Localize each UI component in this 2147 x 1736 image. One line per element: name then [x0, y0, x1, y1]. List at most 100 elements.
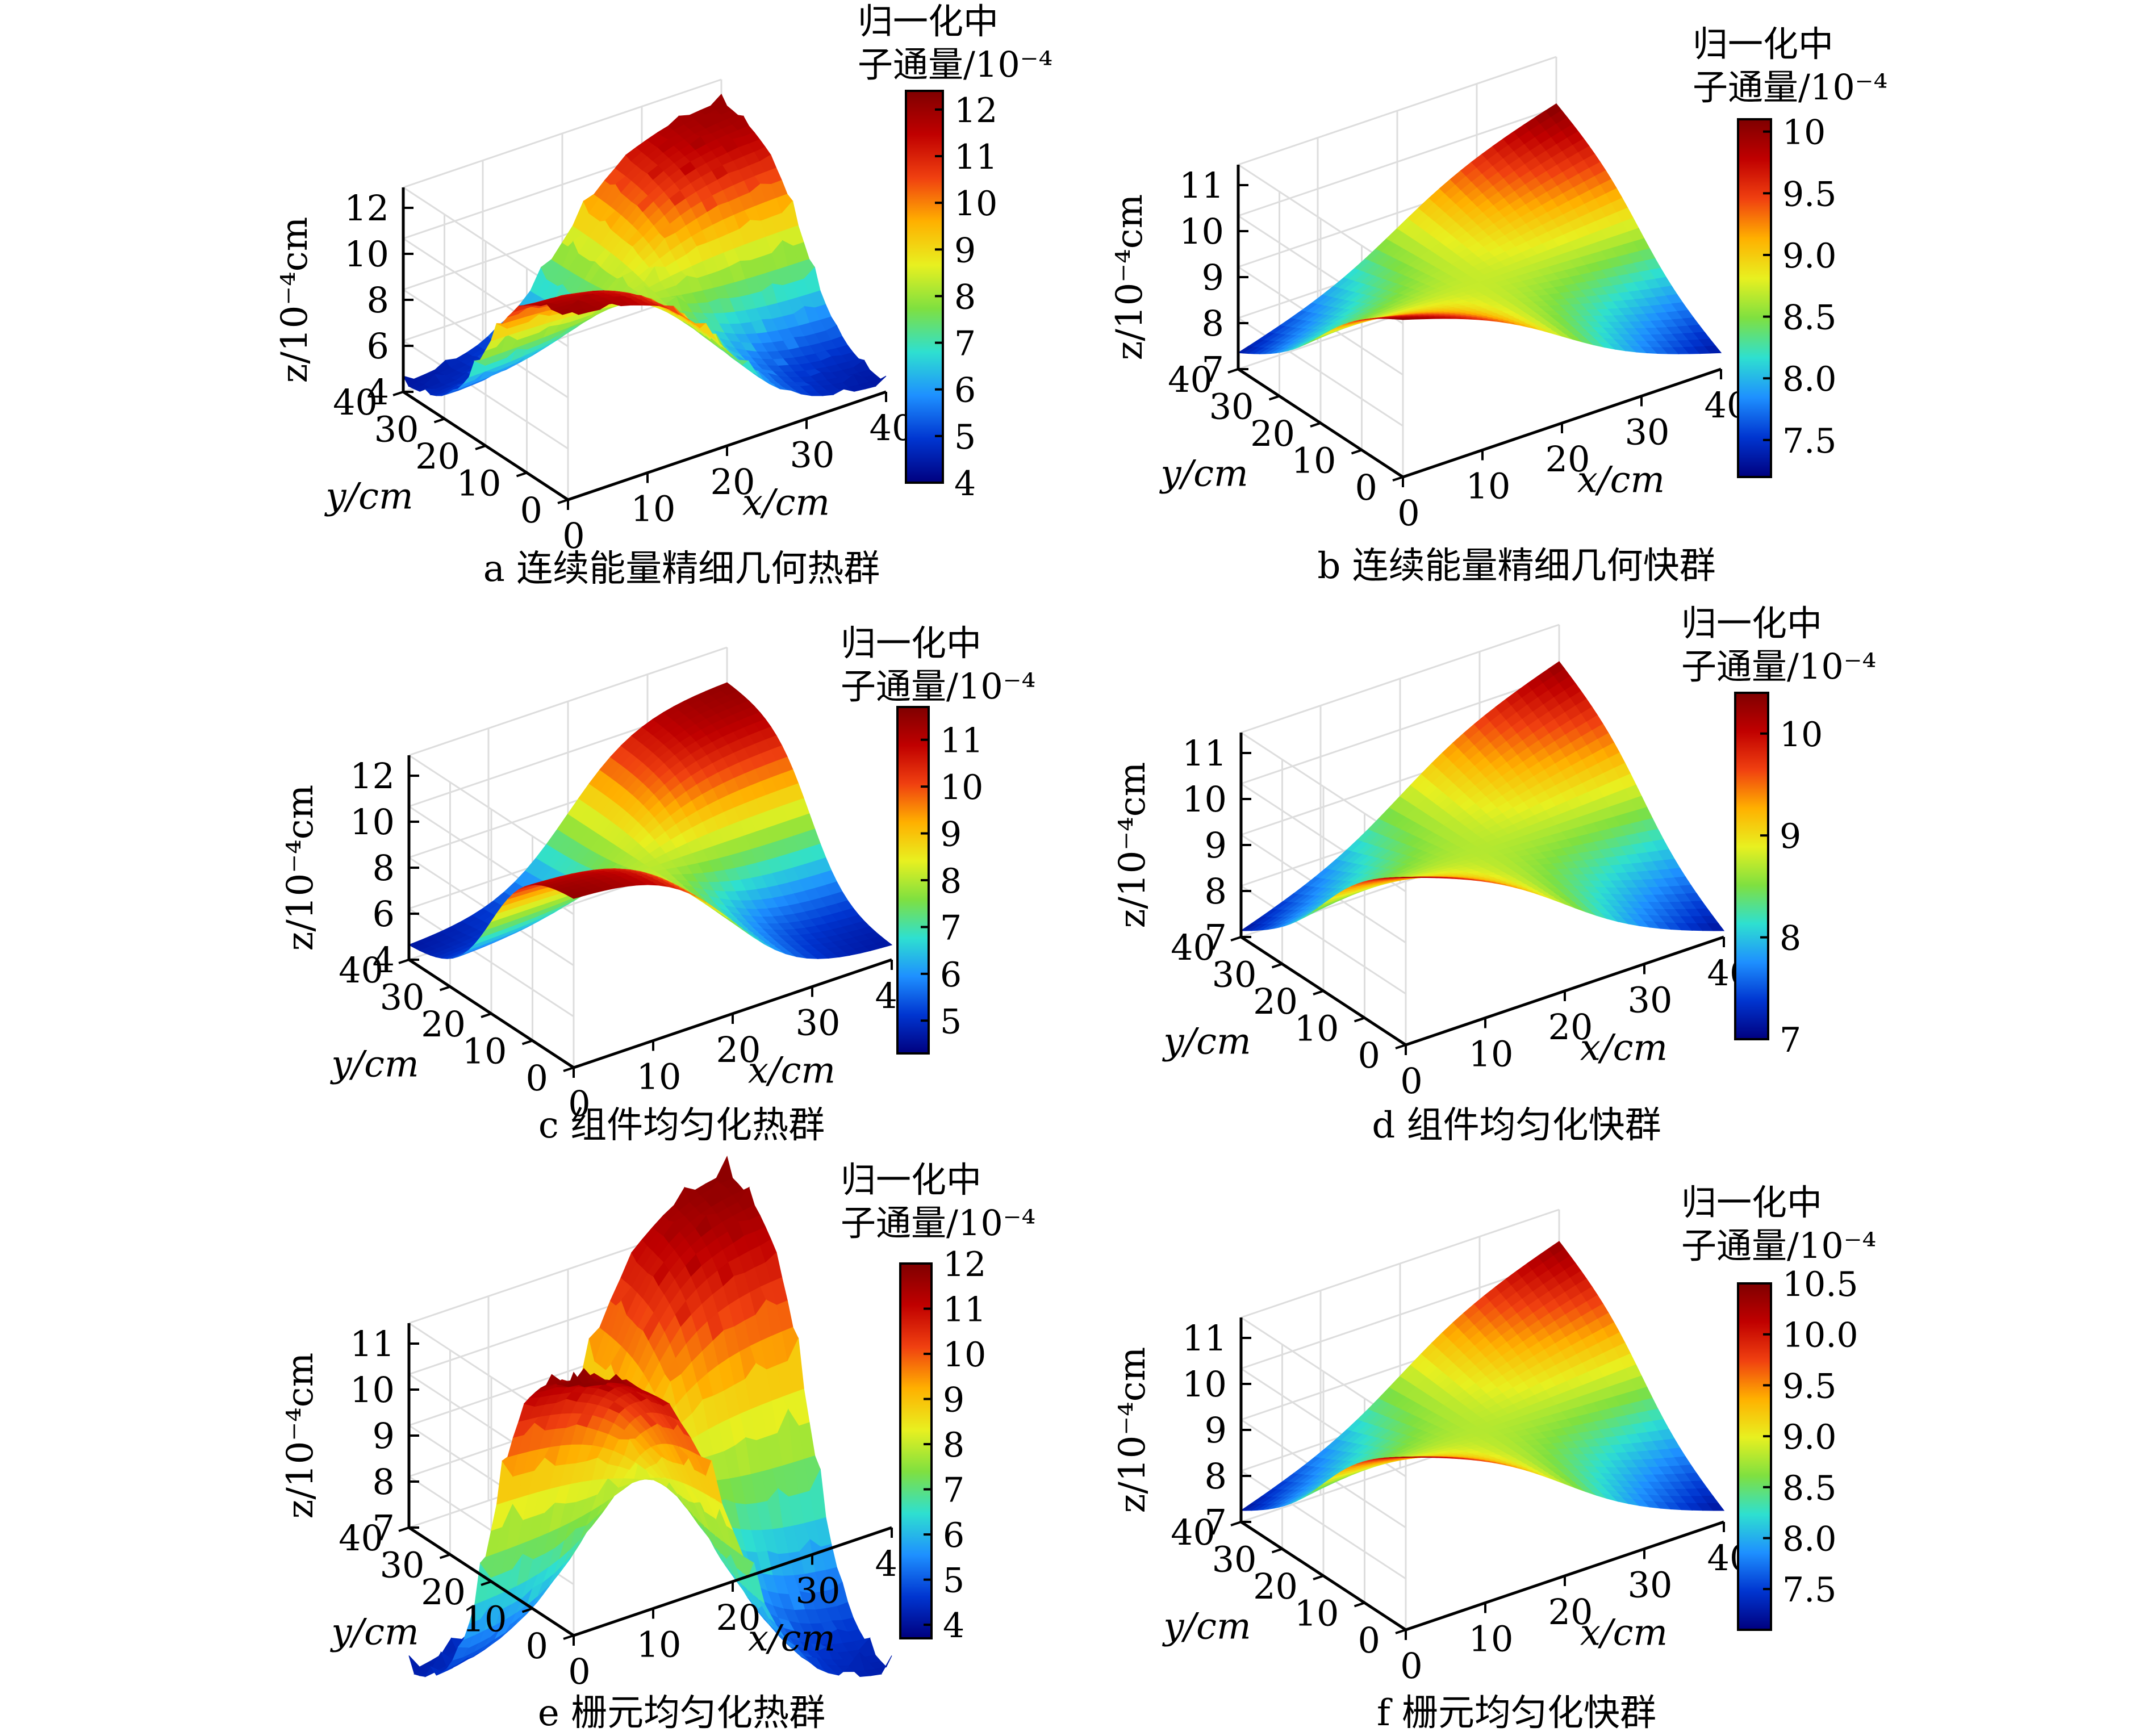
z-axis-label: z/10⁻⁴cm: [1112, 762, 1154, 928]
z-tick-label: 7: [1202, 349, 1224, 390]
y-axis-label: y/cm: [1162, 1021, 1251, 1063]
y-tick-label: 10: [462, 1599, 507, 1640]
z-tick-label: 8: [1205, 871, 1227, 912]
z-tick-label: 8: [373, 847, 395, 889]
chart-f: 0102030400102030407891011x/cmy/cmz/10⁻⁴c…: [1112, 1210, 1858, 1687]
x-tick-label: 10: [637, 1056, 682, 1098]
y-tick: [1355, 1018, 1365, 1022]
colorbar-tick-label: 10: [1780, 715, 1823, 755]
colorbar-tick-label: 7: [954, 324, 976, 364]
x-tick-label: 30: [796, 1570, 841, 1612]
y-tick: [1313, 991, 1323, 994]
z-tick-label: 7: [1205, 917, 1227, 958]
y-tick: [1269, 396, 1280, 400]
y-tick: [475, 446, 486, 449]
y-tick-label: 0: [526, 1057, 548, 1099]
x-tick-label: 10: [631, 488, 676, 530]
y-tick-label: 20: [421, 1571, 466, 1613]
colorbar-tick-label: 9: [954, 231, 976, 270]
y-tick-label: 30: [1209, 386, 1254, 428]
colorbar-tick-label: 12: [943, 1245, 986, 1285]
y-tick-label: 30: [374, 409, 419, 450]
y-tick: [1352, 450, 1362, 454]
chart-f-surface: [1241, 1241, 1724, 1511]
y-tick: [517, 473, 527, 476]
z-tick-label: 11: [1182, 733, 1227, 774]
y-axis-label: y/cm: [329, 1044, 419, 1086]
chart-a: 0102030400102030404681012x/cmy/cmz/10⁻⁴c…: [274, 80, 997, 557]
colorbar-tick-label: 11: [954, 137, 997, 177]
y-tick-label: 20: [1253, 981, 1298, 1022]
colorbar: [1738, 119, 1771, 477]
y-axis-label: y/cm: [1159, 453, 1248, 495]
y-tick-label: 30: [380, 1545, 425, 1586]
colorbar-tick-label: 7: [1780, 1020, 1801, 1060]
colorbar-tick-label: 5: [940, 1002, 962, 1041]
chart-b-surface: [1238, 104, 1721, 354]
y-tick-label: 10: [1294, 1008, 1339, 1049]
chart-d: 0102030400102030407891011x/cmy/cmz/10⁻⁴c…: [1112, 625, 1823, 1102]
colorbar-tick-label: 8: [943, 1425, 964, 1465]
colorbar-tick-label: 9: [943, 1381, 964, 1420]
colorbar-tick-label: 10: [940, 768, 983, 808]
z-tick-label: 10: [350, 801, 395, 843]
y-tick-label: 0: [1355, 467, 1377, 508]
y-tick: [481, 1014, 491, 1017]
x-tick-label: 30: [796, 1002, 841, 1044]
colorbar-tick-label: 11: [943, 1290, 986, 1330]
colorbar-tick-label: 5: [943, 1561, 964, 1601]
z-tick-label: 9: [1202, 257, 1224, 298]
y-axis-label: y/cm: [324, 476, 413, 518]
z-tick-label: 9: [1205, 825, 1227, 866]
z-tick-label: 10: [1179, 211, 1224, 252]
y-tick-label: 10: [457, 463, 502, 504]
y-tick: [1228, 369, 1238, 373]
x-axis-label: x/cm: [748, 1618, 836, 1660]
y-tick: [523, 1041, 533, 1044]
z-tick-label: 4: [373, 939, 395, 981]
colorbar-tick-label: 11: [940, 721, 983, 761]
colorbar-tick-label: 5: [954, 417, 976, 457]
y-tick-label: 30: [1212, 954, 1257, 995]
z-tick-label: 10: [350, 1369, 395, 1411]
colorbar-tick-label: 6: [954, 371, 976, 411]
colorbar-tick-label: 10: [943, 1335, 986, 1375]
z-tick-label: 8: [1202, 303, 1224, 344]
colorbar-tick-label: 10: [1782, 113, 1826, 153]
colorbar-tick-label: 9: [1780, 817, 1801, 856]
z-tick-label: 11: [1179, 165, 1224, 206]
y-tick: [1393, 477, 1403, 480]
x-tick-label: 30: [1628, 980, 1673, 1021]
chart-b: 0102030400102030407891011x/cmy/cmz/10⁻⁴c…: [1109, 57, 1836, 534]
z-tick-label: 8: [367, 279, 389, 321]
y-tick: [1231, 937, 1241, 940]
y-tick-label: 20: [421, 1003, 466, 1045]
x-axis-label: x/cm: [742, 482, 830, 524]
colorbar-tick-label: 9.0: [1782, 236, 1836, 276]
chart-c-surface: [409, 683, 892, 959]
z-axis-label: z/10⁻⁴cm: [279, 1353, 321, 1519]
colorbar-tick-label: 6: [943, 1516, 964, 1555]
colorbar-tick-label: 8: [954, 277, 976, 317]
colorbar: [1735, 693, 1768, 1039]
colorbar: [900, 1264, 932, 1638]
z-tick-label: 6: [373, 893, 395, 935]
colorbar: [906, 91, 943, 483]
y-tick-label: 30: [380, 977, 425, 1018]
z-tick-label: 10: [344, 233, 389, 275]
y-tick-label: 20: [415, 436, 460, 477]
z-tick-label: 8: [373, 1461, 395, 1503]
z-tick-label: 12: [344, 187, 389, 229]
colorbar-tick-label: 9.5: [1782, 174, 1836, 214]
x-tick-label: 10: [1466, 466, 1511, 507]
z-tick-label: 4: [367, 371, 389, 413]
colorbar-tick-label: 4: [954, 464, 976, 504]
y-tick: [1310, 423, 1321, 426]
y-tick: [440, 987, 450, 990]
y-tick: [399, 1528, 409, 1531]
x-axis-label: x/cm: [1577, 459, 1665, 501]
z-axis-label: z/10⁻⁴cm: [279, 785, 321, 951]
colorbar-tick-label: 8.0: [1782, 359, 1836, 399]
colorbar-tick-label: 4: [943, 1606, 964, 1646]
